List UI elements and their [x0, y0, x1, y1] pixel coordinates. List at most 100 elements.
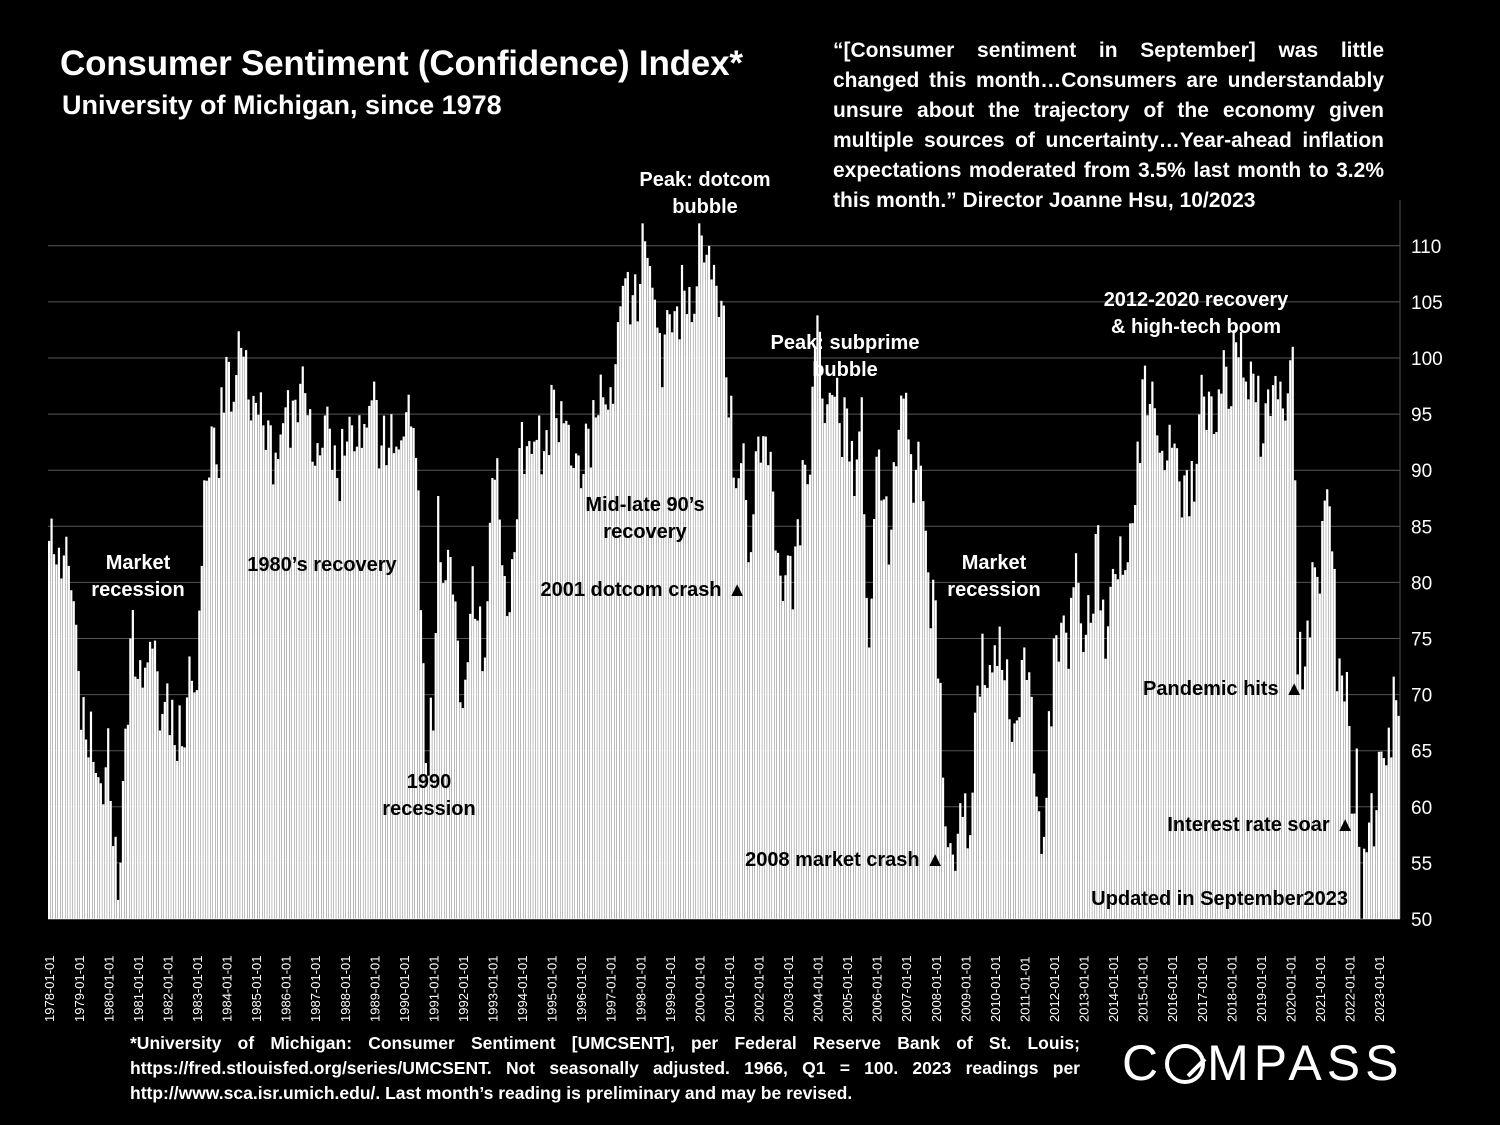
director-quote: “[Consumer sentiment in September] was l…: [833, 39, 1384, 212]
bar: [779, 575, 782, 919]
bar: [1382, 758, 1385, 919]
bar: [924, 530, 927, 919]
bar: [405, 412, 408, 919]
bar: [705, 254, 708, 919]
bar: [909, 454, 913, 919]
bar: [1220, 393, 1223, 919]
bar: [272, 484, 275, 919]
bar: [634, 274, 637, 919]
bar: [592, 400, 595, 919]
bar: [247, 399, 250, 919]
x-tick-label: 1991-01-01: [426, 956, 441, 1023]
y-tick-label: 90: [1411, 461, 1432, 482]
bar: [333, 445, 336, 919]
bar: [695, 286, 698, 920]
bar: [267, 420, 270, 919]
bar: [503, 576, 506, 919]
bar: [941, 777, 945, 919]
y-tick-label: 55: [1411, 854, 1432, 875]
bar: [949, 843, 952, 919]
bar: [675, 306, 679, 919]
bar: [478, 606, 482, 919]
bar: [501, 565, 504, 919]
bar: [432, 730, 435, 919]
bar: [316, 443, 319, 919]
bar: [451, 594, 455, 919]
bar: [1040, 853, 1043, 919]
bar: [648, 266, 652, 919]
bar: [749, 552, 753, 919]
bar: [791, 609, 794, 919]
bar: [92, 761, 95, 919]
bar: [254, 402, 258, 919]
annotation-label: 2001 dotcom crash ▲: [540, 579, 747, 601]
bar: [988, 665, 991, 919]
bar: [180, 746, 184, 919]
bar: [1138, 463, 1142, 919]
bar: [427, 775, 430, 919]
bar: [1170, 447, 1174, 919]
bar: [1269, 415, 1272, 919]
bar: [466, 662, 469, 919]
bar: [703, 262, 706, 920]
bar: [1003, 680, 1006, 919]
bar: [927, 572, 930, 919]
bar: [688, 286, 691, 919]
bar: [368, 405, 371, 919]
bar: [141, 687, 144, 919]
bar: [1311, 562, 1314, 919]
bar: [469, 613, 472, 919]
bar: [1143, 365, 1147, 919]
bar: [934, 600, 937, 919]
bar: [843, 397, 846, 919]
bar: [981, 633, 984, 919]
bar: [742, 443, 745, 919]
bar: [1392, 676, 1395, 919]
bar: [547, 455, 551, 919]
bar: [395, 446, 398, 919]
annotation-label: Interest rate soar ▲: [1167, 814, 1355, 836]
x-tick-label: 1989-01-01: [367, 956, 382, 1023]
bar: [343, 455, 346, 919]
bar: [493, 479, 496, 919]
bar: [1190, 461, 1193, 919]
bar: [87, 757, 90, 919]
bar: [1279, 381, 1282, 919]
bar: [237, 331, 240, 919]
bar: [1163, 470, 1166, 919]
bar: [318, 455, 322, 919]
bar: [1079, 623, 1083, 919]
bar: [730, 395, 733, 919]
bar: [294, 399, 297, 920]
bar: [757, 436, 760, 919]
bar: [249, 420, 253, 919]
x-tick-label: 2015-01-01: [1136, 956, 1151, 1023]
bar: [658, 332, 661, 920]
bar: [1397, 715, 1400, 919]
bar: [828, 392, 831, 919]
bar: [710, 279, 713, 919]
bar: [1227, 408, 1230, 919]
bar: [875, 456, 878, 919]
bar: [296, 422, 299, 919]
bar: [796, 519, 799, 919]
bar: [129, 638, 132, 919]
bar: [1259, 456, 1262, 919]
bar: [185, 697, 189, 919]
bar: [274, 452, 277, 919]
bar: [1158, 452, 1161, 919]
bar: [1175, 448, 1179, 919]
bar: [1247, 399, 1250, 920]
bar: [528, 441, 531, 919]
bar: [639, 283, 642, 919]
bar: [1178, 481, 1181, 919]
bar: [442, 583, 445, 919]
x-tick-label: 1999-01-01: [663, 956, 678, 1023]
bar: [1217, 389, 1220, 920]
bar: [914, 469, 918, 919]
bar: [1363, 848, 1366, 919]
bar: [712, 264, 716, 919]
bar: [1008, 719, 1011, 919]
bar: [48, 540, 51, 919]
bar: [794, 546, 797, 919]
